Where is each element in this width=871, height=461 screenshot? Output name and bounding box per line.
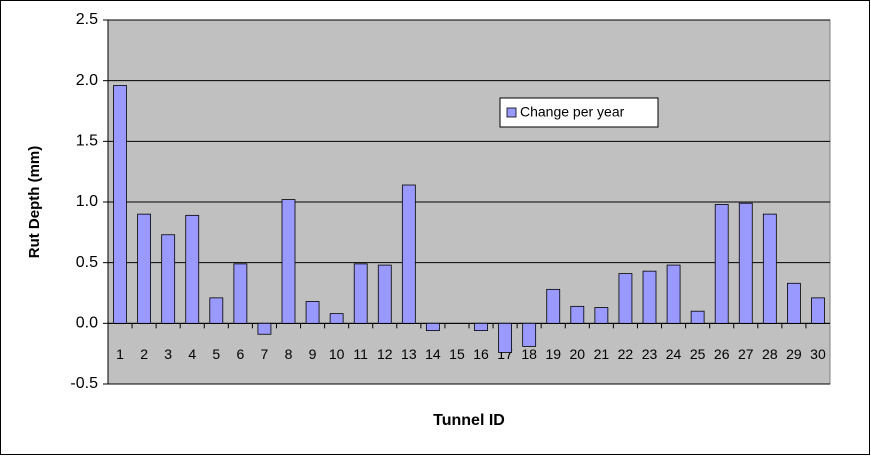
y-axis-title: Rut Depth (mm) <box>26 146 43 259</box>
x-tick-label: 21 <box>594 346 610 362</box>
bar <box>161 234 176 324</box>
x-tick-label: 26 <box>714 346 730 362</box>
bar <box>618 273 633 324</box>
bar <box>329 313 344 324</box>
x-tick-label: 23 <box>642 346 658 362</box>
legend-box <box>499 97 659 128</box>
x-tick-label: 14 <box>425 346 441 362</box>
x-tick-label: 13 <box>401 346 417 362</box>
x-tick-label: 12 <box>377 346 393 362</box>
y-tick-label: -0.5 <box>70 375 98 392</box>
y-tick-label: 1.0 <box>76 193 98 210</box>
x-tick-label: 8 <box>285 346 293 362</box>
y-tick-label: 2.5 <box>76 11 98 28</box>
bar <box>281 199 296 324</box>
bar <box>762 213 777 324</box>
x-tick-label: 30 <box>810 346 826 362</box>
bar <box>113 85 127 324</box>
x-tick-label: 28 <box>762 346 778 362</box>
y-tick-label: 0.5 <box>76 254 98 271</box>
bar <box>185 214 200 324</box>
x-tick-label: 15 <box>449 346 465 362</box>
x-tick-label: 19 <box>545 346 561 362</box>
x-tick-label: 25 <box>690 346 706 362</box>
x-tick-label: 20 <box>570 346 586 362</box>
bar <box>811 297 825 324</box>
x-tick-label: 6 <box>236 346 244 362</box>
legend-swatch <box>506 107 517 118</box>
bar <box>377 264 392 324</box>
x-tick-label: 11 <box>353 346 368 362</box>
x-tick-label: 4 <box>188 346 196 362</box>
y-tick-label: 1.5 <box>76 133 98 150</box>
bar <box>305 301 320 324</box>
x-tick-label: 3 <box>164 346 172 362</box>
bar <box>353 263 368 324</box>
y-tick-label: 2.0 <box>76 72 98 89</box>
bar <box>570 305 585 324</box>
bar <box>594 307 609 324</box>
bar <box>642 270 657 324</box>
bar <box>522 322 537 347</box>
bar <box>498 322 512 353</box>
x-tick-label: 18 <box>521 346 537 362</box>
x-tick-label: 7 <box>261 346 269 362</box>
bar <box>714 204 729 324</box>
x-tick-label: 27 <box>738 346 754 362</box>
x-tick-label: 9 <box>309 346 317 362</box>
bar <box>426 322 440 332</box>
y-tick-label: 0.0 <box>76 315 98 332</box>
bar <box>209 297 224 324</box>
bar <box>787 282 801 324</box>
x-tick-label: 2 <box>140 346 148 362</box>
x-tick-label: 1 <box>116 346 124 362</box>
bar <box>257 322 272 335</box>
bar <box>546 288 561 324</box>
bar <box>474 322 488 332</box>
x-tick-label: 24 <box>666 346 682 362</box>
legend-label: Change per year <box>520 104 625 120</box>
bar <box>233 263 248 324</box>
x-tick-label: 22 <box>618 346 634 362</box>
x-tick-label: 10 <box>329 346 345 362</box>
x-tick-label: 5 <box>212 346 220 362</box>
bar <box>137 213 151 324</box>
x-axis-title: Tunnel ID <box>433 412 505 429</box>
x-tick-label: 16 <box>473 346 489 362</box>
bar <box>401 184 416 324</box>
x-tick-label: 29 <box>786 346 802 362</box>
bar <box>666 264 681 324</box>
bar <box>738 202 753 324</box>
bar <box>690 310 705 324</box>
